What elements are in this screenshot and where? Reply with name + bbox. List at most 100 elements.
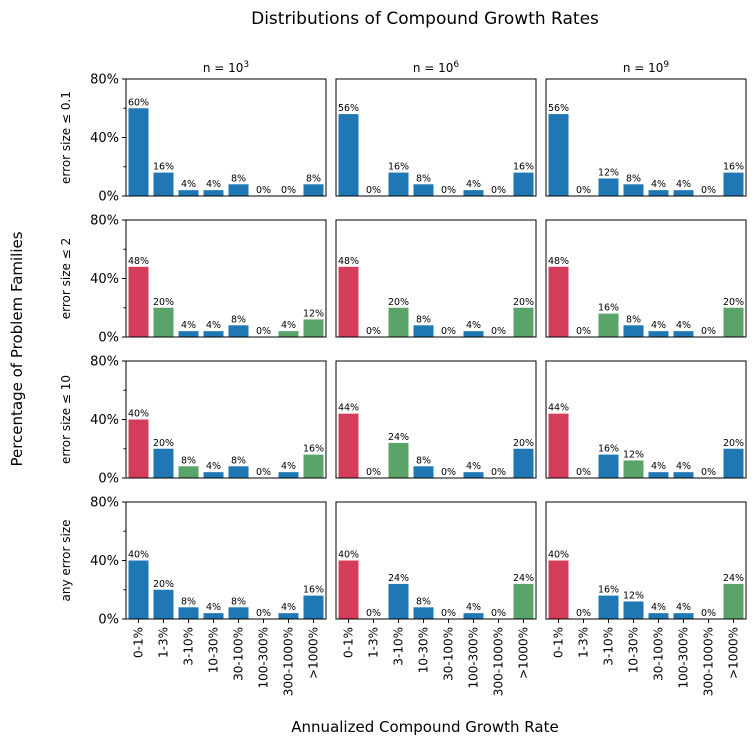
y-tick-label: 80%	[90, 214, 119, 229]
bar	[463, 613, 484, 619]
bar-value-label: 4%	[651, 602, 666, 613]
bar-value-label: 4%	[676, 179, 691, 190]
bar-value-label: 44%	[338, 403, 359, 414]
bar-value-label: 0%	[701, 185, 716, 196]
y-tick-label: 40%	[90, 413, 119, 428]
bar	[623, 601, 644, 619]
x-tick-label: 300-1000%	[702, 627, 716, 696]
x-tick-label: >1000%	[727, 627, 741, 679]
panel-frame	[335, 360, 537, 479]
x-tick-label: 30-100%	[442, 627, 456, 681]
bar-value-label: 4%	[466, 320, 481, 331]
bar	[673, 613, 694, 619]
bar-value-label: 4%	[676, 320, 691, 331]
panel: 40% 0% 16% 12% 4% 4% 0% 24% 0-1% 1-3% 3-10% 10-30% 3…	[545, 501, 747, 696]
bar-value-label: 0%	[256, 326, 271, 337]
x-tick-label: 10-30%	[627, 627, 641, 673]
bar-value-label: 12%	[623, 590, 644, 601]
bar-value-label: 0%	[441, 608, 456, 619]
bar-value-label: 4%	[676, 602, 691, 613]
bar-value-label: 4%	[466, 602, 481, 613]
bar	[128, 419, 149, 478]
bar-value-label: 8%	[416, 455, 431, 466]
bar	[648, 331, 669, 337]
bar-value-label: 4%	[281, 461, 296, 472]
bar-value-label: 8%	[231, 596, 246, 607]
bar-value-label: 4%	[206, 179, 221, 190]
bar-value-label: 16%	[153, 162, 174, 173]
bar	[648, 472, 669, 478]
bar-value-label: 0%	[576, 608, 591, 619]
bar	[388, 307, 409, 337]
panel-frame	[545, 78, 747, 197]
bar-value-label: 16%	[388, 162, 409, 173]
bar	[623, 184, 644, 196]
bar-value-label: 8%	[626, 314, 641, 325]
y-tick-label: 80%	[90, 73, 119, 88]
bar-value-label: 16%	[598, 444, 619, 455]
bar-value-label: 8%	[231, 173, 246, 184]
x-tick-label: 10-30%	[417, 627, 431, 673]
x-tick-label: 1-3%	[367, 627, 381, 658]
bar-value-label: 4%	[651, 179, 666, 190]
bar	[648, 190, 669, 196]
x-tick-label: >1000%	[517, 627, 531, 679]
bar-value-label: 48%	[548, 256, 569, 267]
bar-value-label: 0%	[491, 326, 506, 337]
bar	[623, 325, 644, 337]
bar-value-label: 40%	[548, 550, 569, 561]
panel-frame	[335, 78, 537, 197]
bar-value-label: 40%	[128, 550, 149, 561]
bar-value-label: 0%	[256, 185, 271, 196]
bar	[203, 331, 224, 337]
bar-value-label: 0%	[491, 467, 506, 478]
x-tick-label: 100-300%	[677, 627, 691, 689]
bar-value-label: 16%	[303, 444, 324, 455]
bar	[513, 448, 534, 478]
bar	[598, 178, 619, 196]
bar-value-label: 4%	[651, 461, 666, 472]
bar-value-label: 20%	[153, 438, 174, 449]
bar-value-label: 4%	[281, 602, 296, 613]
x-tick-label: 3-10%	[602, 627, 616, 666]
bar-value-label: 16%	[303, 585, 324, 596]
bar	[548, 266, 569, 337]
bar	[203, 613, 224, 619]
column-header: n = 103	[203, 60, 249, 75]
bar-value-label: 4%	[206, 320, 221, 331]
bar-value-label: 12%	[598, 167, 619, 178]
x-tick-label: 0-1%	[552, 627, 566, 658]
bar	[178, 331, 199, 337]
panel: 40% 20% 8% 4% 8% 0% 4% 16% 0% 40% 80%	[90, 355, 327, 487]
row-label: any error size	[59, 519, 73, 601]
bar-value-label: 16%	[723, 162, 744, 173]
y-tick-label: 0%	[98, 331, 119, 346]
bar	[178, 190, 199, 196]
panel: 60% 16% 4% 4% 8% 0% 0% 8% 0% 40% 80%	[90, 73, 327, 205]
bar-value-label: 48%	[128, 256, 149, 267]
bar-value-label: 0%	[491, 608, 506, 619]
x-tick-label: 100-300%	[467, 627, 481, 689]
row-label: error size ≤ 2	[59, 238, 73, 319]
x-tick-label: 0-1%	[132, 627, 146, 658]
bar	[153, 307, 174, 337]
bar-value-label: 0%	[366, 326, 381, 337]
bar-value-label: 16%	[513, 162, 534, 173]
bar-value-label: 8%	[626, 173, 641, 184]
bar-value-label: 4%	[651, 320, 666, 331]
y-tick-label: 0%	[98, 613, 119, 628]
bar	[723, 448, 744, 478]
bar-value-label: 4%	[181, 320, 196, 331]
panel: 40% 0% 24% 8% 0% 4% 0% 24% 0-1% 1-3% 3-10% 10-30% 30…	[335, 501, 537, 696]
bar-value-label: 20%	[513, 297, 534, 308]
bar-value-label: 8%	[181, 596, 196, 607]
bar-value-label: 16%	[598, 585, 619, 596]
bar	[303, 454, 324, 478]
bar	[463, 331, 484, 337]
bar-value-label: 0%	[576, 467, 591, 478]
panel: 56% 0% 16% 8% 0% 4% 0% 16%	[335, 78, 537, 197]
bar	[228, 607, 249, 619]
y-tick-label: 40%	[90, 131, 119, 146]
bar	[388, 172, 409, 196]
bar	[548, 114, 569, 196]
